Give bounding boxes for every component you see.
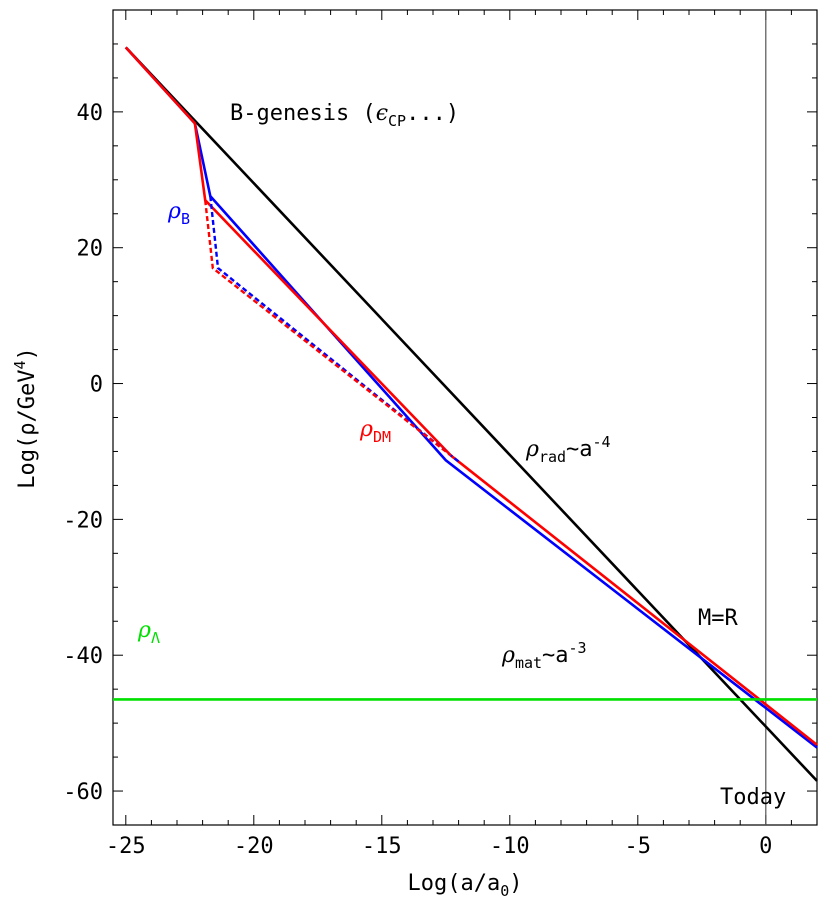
series-line-baryon-dashed bbox=[209, 195, 460, 463]
series-line-dm bbox=[124, 46, 818, 746]
x-tick-label: -10 bbox=[490, 834, 530, 859]
series-line-rad bbox=[124, 46, 818, 782]
y-tick-label: -40 bbox=[63, 644, 103, 669]
rho-b-label: ρB bbox=[167, 199, 190, 228]
plot-frame bbox=[112, 9, 818, 826]
series-line-dm-dashed bbox=[204, 200, 452, 457]
series-line-baryon bbox=[124, 46, 818, 749]
ticks: -25 -20 -15 -10 -5 0 -60 -40 -20 0 20 40 bbox=[63, 9, 818, 859]
x-axis-title: Log(a/a0) bbox=[408, 871, 523, 900]
x-tick-label: -5 bbox=[625, 834, 652, 859]
today-label: Today bbox=[720, 785, 786, 810]
rho-rad-label: ρrad~a-4 bbox=[525, 433, 611, 466]
y-tick-label: 0 bbox=[90, 373, 103, 398]
rho-dm-label: ρDM bbox=[359, 417, 391, 446]
m-equals-r-label: M=R bbox=[698, 606, 738, 631]
rho-mat-label: ρmat~a-3 bbox=[501, 639, 587, 672]
y-axis-title: Log(ρ/GeV4) bbox=[11, 347, 40, 489]
rho-lambda-label: ρΛ bbox=[137, 618, 160, 647]
x-tick-label: -25 bbox=[106, 834, 146, 859]
series-layer bbox=[113, 10, 818, 825]
x-tick-label: -20 bbox=[234, 834, 274, 859]
y-tick-label: 20 bbox=[77, 237, 104, 262]
y-tick-label: -60 bbox=[63, 780, 103, 805]
y-tick-label: 40 bbox=[77, 101, 104, 126]
x-tick-label: 0 bbox=[759, 834, 772, 859]
bgenesis-label: B-genesis (ϵCP...) bbox=[230, 101, 459, 130]
x-tick-label: -15 bbox=[362, 834, 402, 859]
y-tick-label: -20 bbox=[63, 508, 103, 533]
